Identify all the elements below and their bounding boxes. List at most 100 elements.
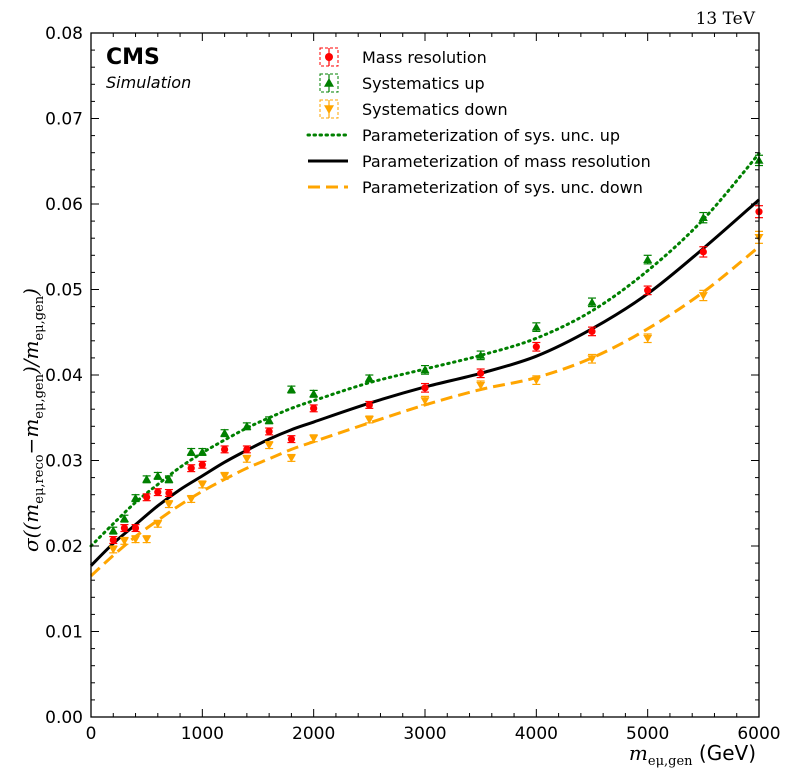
systematics-down-point [142, 535, 152, 544]
y-tick-label: 0.07 [45, 110, 83, 130]
y-tick-label: 0.00 [45, 708, 83, 728]
systematics-down-point [108, 546, 118, 554]
x-tick-label: 3000 [403, 724, 446, 744]
systematics-down-point [309, 434, 319, 443]
systematics-up-point [242, 421, 252, 430]
systematics-down-point [286, 454, 296, 463]
systematics-down-point [242, 455, 252, 464]
y-tick-label: 0.06 [45, 195, 83, 215]
legend-entry-parameterization-of-sys-unc-up: Parameterization of sys. unc. up [306, 126, 620, 145]
systematics-down-point [531, 376, 541, 385]
systematics-down-point [420, 397, 430, 406]
parameterization-of-sys-unc-up-curve [89, 152, 761, 548]
systematics-up-point [197, 447, 207, 456]
y-tick-label: 0.02 [45, 537, 83, 557]
mass-resolution-point [588, 327, 596, 335]
mass-resolution-point [310, 404, 318, 412]
systematics-up-point [220, 428, 230, 437]
legend-entry-systematics-up: Systematics up [319, 73, 485, 93]
mass-resolution-point [365, 401, 373, 409]
legend-label: Systematics up [362, 74, 485, 93]
mass-resolution-point [287, 435, 295, 443]
legend-entry-mass-resolution: Mass resolution [319, 47, 487, 67]
systematics-up-point [420, 365, 430, 374]
y-tick-label: 0.05 [45, 281, 83, 301]
systematics-down-point [131, 535, 141, 544]
experiment-label: CMS [106, 45, 160, 70]
systematics-down-point [153, 520, 163, 529]
mass-resolution-point [477, 369, 485, 377]
legend-entry-systematics-down: Systematics down [319, 99, 508, 119]
systematics-down-point [197, 481, 207, 489]
systematics-up-point [119, 514, 129, 523]
systematics-up-point [264, 415, 274, 424]
systematics-up-point [286, 385, 296, 393]
mass-resolution-point [131, 524, 140, 532]
mass-resolution-point [243, 445, 251, 453]
systematics-up-point [531, 322, 541, 331]
systematics-up-point [153, 471, 163, 480]
y-tick-label: 0.03 [45, 452, 83, 472]
legend-label: Parameterization of sys. unc. up [362, 126, 620, 145]
systematics-down-point [164, 500, 174, 509]
legend-entry-parameterization-of-sys-unc-down: Parameterization of sys. unc. down [308, 178, 643, 197]
parameterization-of-sys-unc-down-curve [89, 245, 760, 578]
systematics-up-point [364, 373, 374, 382]
systematics-down-point [698, 292, 708, 300]
y-tick-label: 0.08 [45, 24, 83, 44]
systematics-down-point [643, 334, 653, 343]
systematics-down-point [186, 495, 196, 504]
mass-resolution-point [532, 343, 540, 351]
x-tick-label: 0 [86, 724, 97, 744]
mass-resolution-point [109, 536, 117, 544]
systematics-down-point [264, 441, 274, 450]
x-axis-title: meμ,gen (GeV) [629, 741, 756, 769]
systematics-up-point [587, 297, 597, 306]
mass-resolution-point [154, 488, 162, 496]
x-tick-label: 1000 [181, 724, 224, 744]
legend: Mass resolution Systematics up Systematics… [306, 47, 651, 197]
systematics-down-point [587, 355, 597, 364]
systematics-up-point [108, 526, 118, 534]
systematics-down-point [119, 537, 129, 546]
legend-entry-parameterization-of-mass-resolution: Parameterization of mass resolution [308, 152, 651, 171]
legend-label: Parameterization of sys. unc. down [362, 178, 643, 197]
parameterization-of-mass-resolution-curve [89, 198, 760, 567]
systematics-up-point [476, 350, 486, 359]
systematics-down-point [364, 416, 374, 424]
mass-resolution-point [143, 493, 151, 501]
systematics-up-point [186, 447, 196, 456]
status-label: Simulation [106, 73, 191, 92]
x-tick-label: 5000 [626, 724, 669, 744]
systematics-up-point [142, 474, 152, 483]
legend-label: Parameterization of mass resolution [362, 152, 651, 171]
systematics-up-point [131, 493, 141, 502]
legend-marker [325, 53, 333, 61]
mass-resolution-point [221, 445, 229, 453]
systematics-down-point [220, 472, 230, 481]
systematics-up-point [309, 389, 319, 398]
mass-resolution-point [120, 524, 128, 532]
mass-resolution-point [421, 384, 429, 392]
curves-layer [89, 152, 761, 578]
systematics-up-point [164, 474, 174, 483]
mass-resolution-point [187, 464, 195, 472]
x-tick-label: 4000 [515, 724, 558, 744]
mass-resolution-point [198, 461, 206, 469]
legend-label: Systematics down [362, 100, 508, 119]
y-tick-label: 0.01 [45, 623, 83, 643]
mass-resolution-point [644, 286, 652, 294]
points-layer [108, 154, 764, 554]
energy-label: 13 TeV [696, 9, 756, 29]
systematics-up-point [643, 255, 653, 263]
systematics-up-point [698, 213, 708, 222]
legend-label: Mass resolution [362, 48, 487, 67]
legend-marker [324, 105, 334, 114]
x-tick-label: 6000 [737, 724, 780, 744]
legend-marker [324, 78, 334, 87]
x-tick-label: 2000 [292, 724, 335, 744]
y-tick-label: 0.04 [45, 366, 83, 386]
mass-resolution-point [699, 248, 707, 256]
mass-resolution-point [265, 427, 273, 436]
